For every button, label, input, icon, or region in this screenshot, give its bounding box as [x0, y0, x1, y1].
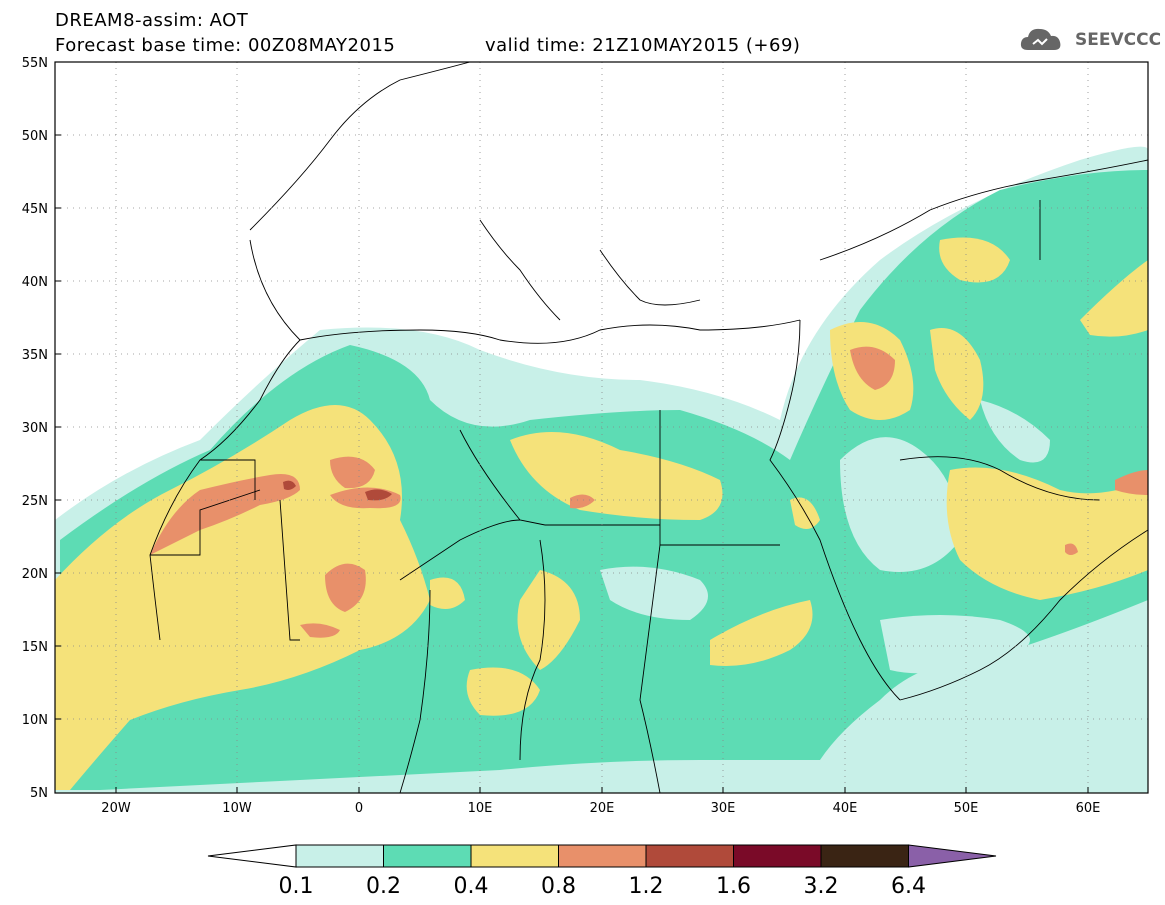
lat-label: 40N	[22, 275, 48, 290]
logo-text: SEEVCCC	[1075, 30, 1162, 50]
colorbar-low-arrow	[207, 844, 297, 868]
colorbar-label: 1.2	[629, 874, 664, 899]
lat-label: 5N	[30, 786, 48, 801]
colorbar-label: 3.2	[804, 874, 839, 899]
coastlines-and-borders	[149, 62, 1148, 793]
lat-label: 50N	[22, 129, 48, 144]
aot-band-1.2	[283, 480, 392, 501]
graticule	[55, 62, 1148, 793]
map-title: DREAM8-assim: AOT	[55, 10, 249, 31]
aot-band-0.1-patches	[600, 400, 1050, 674]
cloud-logo-icon	[1020, 28, 1061, 50]
colorbar-label: 6.4	[891, 874, 926, 899]
longitude-labels: 20W 10W 0 10E 20E 30E 40E 50E 60E	[101, 801, 1100, 816]
lat-label: 25N	[22, 494, 48, 509]
lat-label: 15N	[22, 640, 48, 655]
colorbar-segment	[383, 844, 472, 868]
latitude-labels: 55N 50N 45N 40N 35N 30N 25N 20N 15N 10N …	[22, 56, 48, 801]
colorbar-segment	[470, 844, 559, 868]
colorbar-segment	[820, 844, 909, 868]
lat-label: 45N	[22, 202, 48, 217]
lat-label: 35N	[22, 348, 48, 363]
lon-label: 20E	[590, 801, 615, 816]
forecast-base-time: Forecast base time: 00Z08MAY2015	[55, 35, 396, 56]
aot-band-0.8	[150, 346, 1148, 638]
colorbar-label: 0.2	[366, 874, 401, 899]
lat-label: 30N	[22, 421, 48, 436]
colorbar-label: 0.4	[454, 874, 489, 899]
colorbar-high-arrow	[908, 844, 997, 868]
lat-label: 55N	[22, 56, 48, 71]
lon-label: 20W	[101, 801, 131, 816]
tick-marks	[55, 61, 1089, 793]
lat-label: 10N	[22, 713, 48, 728]
lon-label: 30E	[711, 801, 736, 816]
valid-time: valid time: 21Z10MAY2015 (+69)	[485, 35, 801, 56]
lon-label: 10E	[468, 801, 493, 816]
lon-label: 0	[355, 801, 363, 816]
colorbar-segment	[645, 844, 734, 868]
lon-label: 40E	[833, 801, 858, 816]
colorbar: 0.1 0.2 0.4 0.8 1.2 1.6 3.2 6.4	[207, 844, 997, 899]
colorbar-segment	[733, 844, 822, 868]
colorbar-segment	[295, 844, 384, 868]
lon-label: 10W	[222, 801, 252, 816]
colorbar-label: 1.6	[716, 874, 751, 899]
lon-label: 50E	[954, 801, 979, 816]
colorbar-label: 0.8	[541, 874, 576, 899]
colorbar-segment	[558, 844, 647, 868]
colorbar-label: 0.1	[279, 874, 314, 899]
lon-label: 60E	[1076, 801, 1101, 816]
lat-label: 20N	[22, 567, 48, 582]
